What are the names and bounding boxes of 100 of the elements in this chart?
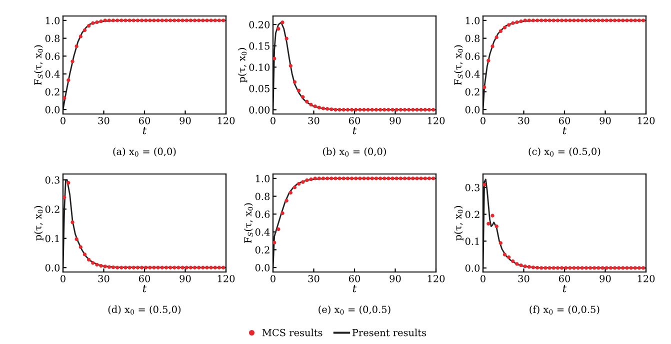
y-tick-label: 0.3	[465, 184, 480, 192]
point	[378, 108, 382, 112]
point	[612, 18, 617, 22]
x-tick-label: 120	[638, 116, 655, 124]
x-tick-label: 90	[600, 116, 611, 124]
point	[111, 18, 116, 22]
text: (f) x$_{0}$ = (0,0.5)	[530, 306, 600, 315]
x-tick-label: 30	[518, 274, 530, 282]
point	[394, 108, 398, 112]
point	[411, 108, 415, 112]
point	[616, 266, 621, 270]
point	[342, 176, 346, 180]
point	[419, 108, 423, 112]
point	[156, 266, 160, 270]
point	[74, 44, 78, 48]
y-tick-label: 0.00	[249, 106, 270, 114]
point	[382, 108, 386, 112]
y-tick-label: 0.10	[249, 64, 270, 71]
point	[490, 44, 494, 48]
x-axis-title: t	[562, 285, 567, 292]
point	[394, 176, 398, 180]
legend-label: MCS results	[262, 328, 322, 336]
y-tick-label: 0.2	[45, 206, 60, 213]
point	[99, 264, 103, 268]
point	[588, 18, 592, 22]
point	[205, 266, 209, 270]
point	[592, 18, 596, 22]
point	[556, 266, 560, 270]
point	[111, 265, 116, 270]
line-series	[63, 20, 226, 110]
point	[74, 237, 78, 242]
point	[301, 180, 305, 184]
x-tick-label: 90	[180, 274, 191, 282]
point	[334, 176, 338, 180]
point	[523, 264, 527, 268]
point	[317, 176, 322, 180]
point	[564, 18, 568, 22]
point	[427, 108, 432, 112]
point	[273, 240, 276, 244]
point	[502, 26, 507, 30]
point	[180, 18, 184, 22]
x-tick-label: 0	[480, 274, 486, 282]
point	[136, 18, 140, 22]
point	[86, 24, 91, 28]
point	[296, 88, 301, 92]
x-tick-label: 120	[428, 116, 445, 124]
point	[580, 266, 584, 270]
x-tick-label: 90	[180, 116, 191, 124]
point	[511, 259, 515, 264]
point	[519, 20, 523, 24]
point	[176, 266, 180, 270]
point	[386, 176, 390, 180]
text: (a) x$_{0}$ = (0,0)	[113, 148, 176, 157]
point	[358, 108, 362, 112]
point	[152, 18, 156, 22]
point	[523, 18, 527, 22]
x-tick-label: 30	[518, 116, 530, 124]
x-tick-label: 120	[218, 274, 235, 282]
point	[358, 176, 362, 180]
point	[423, 176, 427, 180]
point	[172, 266, 176, 270]
point	[136, 266, 140, 270]
x-tick-label: 0	[60, 274, 66, 282]
point	[160, 266, 164, 270]
point	[103, 264, 107, 268]
point	[544, 266, 548, 270]
point	[633, 266, 637, 270]
point	[612, 266, 617, 270]
point	[86, 258, 91, 262]
point	[192, 266, 197, 270]
point	[168, 18, 172, 22]
y-tick-label: 0.1	[465, 238, 479, 245]
point	[91, 21, 95, 25]
x-axis-title: t	[142, 127, 147, 134]
point	[398, 176, 403, 180]
point	[572, 18, 576, 22]
point	[334, 108, 338, 112]
point	[144, 18, 148, 22]
point	[156, 18, 160, 22]
y-tick-label: 0.0	[465, 264, 480, 272]
x-axis-title: t	[142, 285, 147, 292]
line-series	[483, 178, 646, 269]
y-tick-label: 1.0	[46, 16, 60, 24]
point	[346, 176, 350, 180]
point	[201, 266, 205, 270]
point	[568, 18, 572, 22]
line-series	[63, 179, 226, 268]
y-tick-label: 0.0	[465, 106, 480, 114]
point	[515, 20, 519, 24]
x-axis-title: t	[562, 127, 567, 134]
point	[148, 266, 152, 270]
point	[288, 64, 292, 68]
point	[164, 266, 168, 270]
point	[196, 18, 201, 22]
point	[95, 20, 99, 24]
point	[544, 18, 548, 22]
point	[625, 18, 629, 22]
point	[527, 265, 532, 269]
point	[70, 220, 74, 224]
y-axis-title: p(τ, x$_{0}$)	[454, 206, 464, 241]
